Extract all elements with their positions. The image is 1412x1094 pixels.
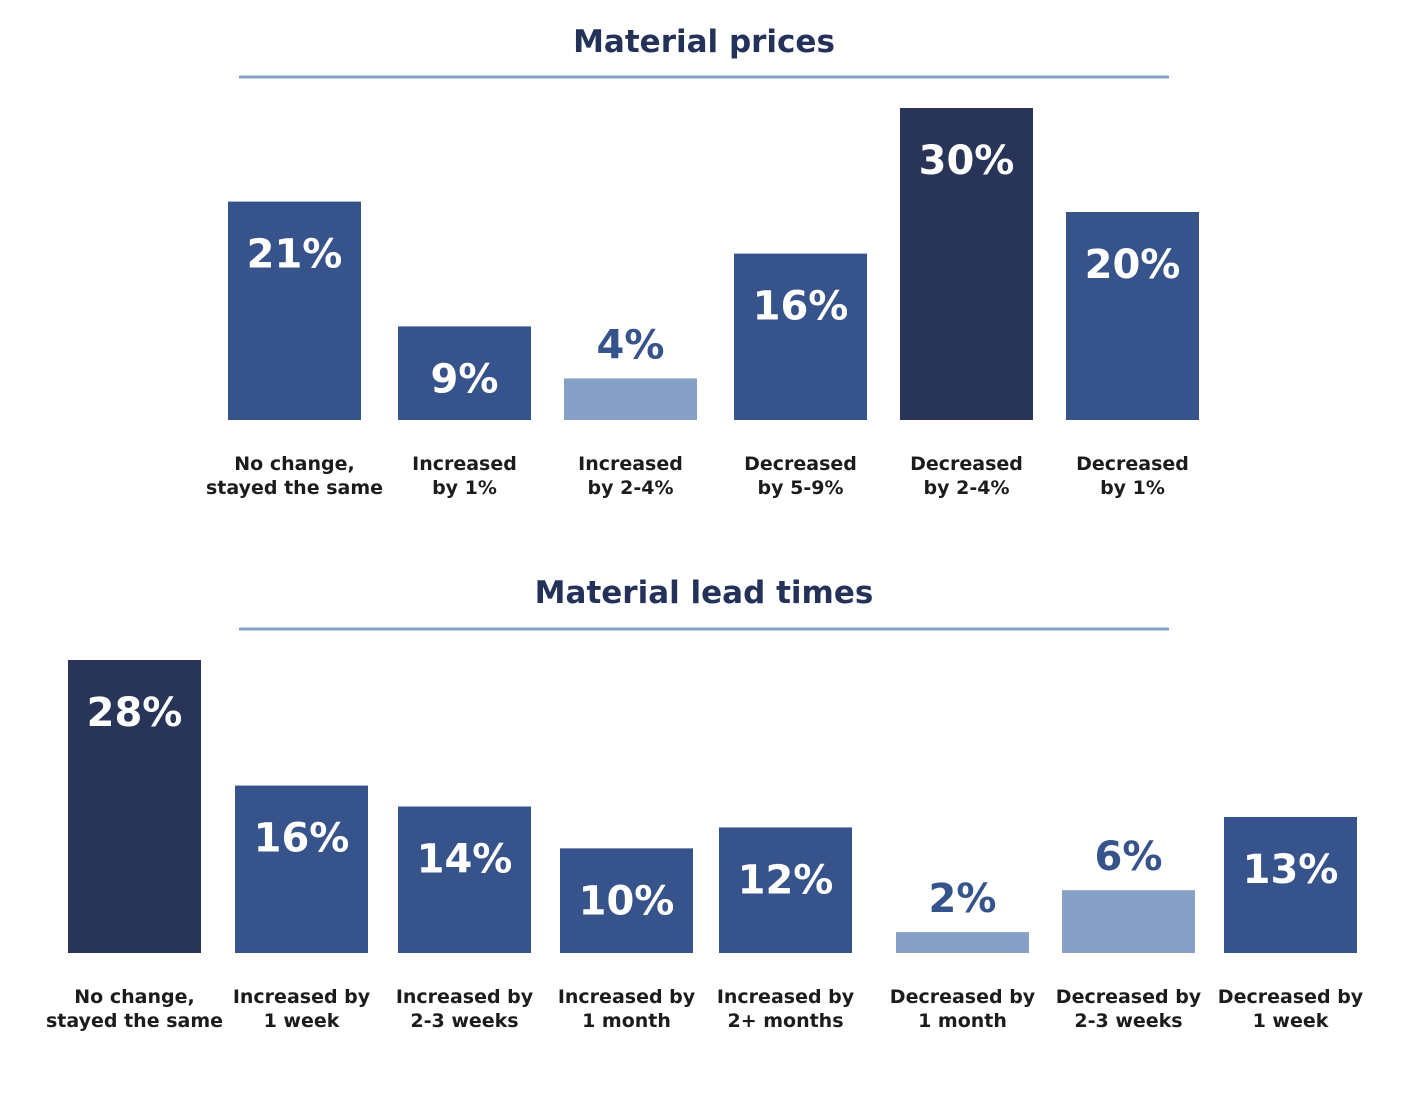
- data-label: 28%: [87, 690, 183, 736]
- category-label: by 1%: [432, 477, 497, 499]
- bar: [1066, 212, 1199, 420]
- data-label: 20%: [1085, 242, 1181, 288]
- data-label: 13%: [1243, 847, 1339, 893]
- chart-title: Material lead times: [535, 575, 874, 611]
- category-label: 1 week: [264, 1010, 340, 1032]
- category-label: stayed the same: [206, 477, 383, 499]
- bar: [560, 848, 693, 953]
- bar: [68, 660, 201, 953]
- bar: [719, 827, 852, 953]
- category-label: Increased: [578, 453, 683, 475]
- category-label: Decreased: [744, 453, 857, 475]
- bar: [398, 326, 531, 420]
- category-label: Increased by: [717, 986, 855, 1008]
- bar: [564, 378, 697, 420]
- bar: [1224, 816, 1357, 953]
- category-label: Decreased: [910, 453, 1023, 475]
- bar: [398, 806, 531, 953]
- category-label: 2+ months: [727, 1010, 843, 1032]
- category-label: 1 month: [918, 1010, 1007, 1032]
- data-label: 30%: [919, 138, 1015, 184]
- bar: [235, 785, 368, 953]
- category-label: Increased by: [558, 986, 696, 1008]
- category-label: Decreased: [1076, 453, 1189, 475]
- data-label: 14%: [417, 837, 513, 883]
- category-label: No change,: [234, 453, 354, 475]
- category-label: Increased by: [396, 986, 534, 1008]
- category-label: by 5-9%: [758, 477, 844, 499]
- category-label: by 2-4%: [924, 477, 1010, 499]
- data-label: 21%: [247, 232, 343, 278]
- data-label: 6%: [1095, 834, 1163, 880]
- category-label: Decreased by: [1056, 986, 1202, 1008]
- category-label: No change,: [74, 986, 194, 1008]
- category-label: stayed the same: [46, 1010, 223, 1032]
- category-label: 1 month: [582, 1010, 671, 1032]
- data-label: 4%: [597, 322, 665, 368]
- category-label: Decreased by: [890, 986, 1036, 1008]
- bar: [228, 201, 361, 420]
- data-label: 10%: [579, 878, 675, 924]
- data-label: 9%: [431, 356, 499, 402]
- data-label: 2%: [929, 876, 997, 922]
- category-label: 2-3 weeks: [1074, 1010, 1182, 1032]
- data-label: 16%: [753, 284, 849, 330]
- data-label: 16%: [254, 816, 350, 862]
- category-label: Increased by: [233, 986, 371, 1008]
- bar: [1062, 890, 1195, 953]
- category-label: 1 week: [1253, 1010, 1329, 1032]
- data-label: 12%: [738, 857, 834, 903]
- category-label: Increased: [412, 453, 517, 475]
- chart-title: Material prices: [573, 24, 835, 60]
- category-label: by 1%: [1100, 477, 1165, 499]
- category-label: by 2-4%: [588, 477, 674, 499]
- category-label: Decreased by: [1218, 986, 1364, 1008]
- bar: [900, 108, 1033, 420]
- category-label: 2-3 weeks: [410, 1010, 518, 1032]
- bar: [896, 932, 1029, 953]
- bar: [734, 253, 867, 420]
